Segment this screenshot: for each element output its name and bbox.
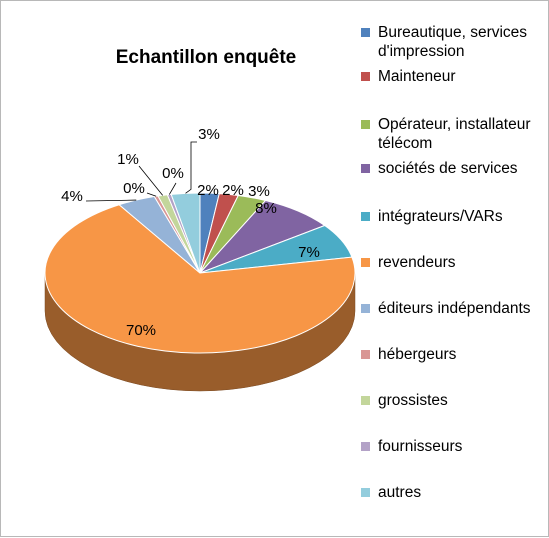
legend-label: grossistes: [378, 392, 448, 409]
legend-item-societes-de-services: sociétés de services: [361, 159, 549, 178]
legend-item-operateur-installateur-telecom: Opérateur, installateur télécom: [361, 115, 549, 153]
data-label-hebergeurs: 0%: [123, 180, 145, 197]
legend-label: autres: [378, 484, 422, 501]
legend-label: revendeurs: [378, 254, 456, 271]
data-label-editeurs-independants: 4%: [61, 188, 83, 205]
data-label-revendeurs: 70%: [126, 322, 156, 339]
legend-swatch: [361, 488, 370, 497]
legend-item-grossistes: grossistes: [361, 391, 549, 410]
legend-label: éditeurs indépendants: [378, 300, 531, 317]
legend-label: hébergeurs: [378, 346, 457, 363]
legend-item-integrateurs-vars: intégrateurs/VARs: [361, 207, 549, 226]
legend-item-bureautique-services-d-impression: Bureautique, services d'impression: [361, 23, 549, 61]
legend-swatch: [361, 72, 370, 81]
data-label-operateur-installateur-telecom: 3%: [248, 183, 270, 200]
legend-swatch: [361, 28, 370, 37]
legend-item-revendeurs: revendeurs: [361, 253, 549, 272]
legend-item-mainteneur: Mainteneur: [361, 67, 549, 86]
data-label-integrateurs-vars: 7%: [298, 244, 320, 261]
leader-line-fournisseurs: [168, 182, 177, 195]
legend-label: fournisseurs: [378, 438, 463, 455]
chart-title: Echantillon enquête: [116, 47, 297, 68]
legend-swatch: [361, 304, 370, 313]
data-label-grossistes: 1%: [117, 151, 139, 168]
legend-label: sociétés de services: [378, 160, 518, 177]
legend-swatch: [361, 120, 370, 129]
leader-line-editeurs-independants: [85, 199, 137, 202]
data-label-fournisseurs: 0%: [162, 165, 184, 182]
legend-swatch: [361, 442, 370, 451]
legend-swatch: [361, 164, 370, 173]
data-label-bureautique-services-d-impression: 2%: [197, 182, 219, 199]
legend-swatch: [361, 350, 370, 359]
pie-slice-revendeurs: [44, 204, 356, 354]
legend-item-fournisseurs: fournisseurs: [361, 437, 549, 456]
legend-swatch: [361, 212, 370, 221]
data-label-autres: 3%: [198, 126, 220, 143]
legend-item-hebergeurs: hébergeurs: [361, 345, 549, 364]
legend-label: Opérateur, installateur télécom: [378, 116, 531, 152]
leader-line-grossistes: [138, 165, 164, 196]
leader-line-autres: [185, 141, 197, 194]
legend-item-autres: autres: [361, 483, 549, 502]
legend-swatch: [361, 396, 370, 405]
legend-item-editeurs-independants: éditeurs indépendants: [361, 299, 549, 318]
legend-label: Mainteneur: [378, 68, 456, 85]
legend-label: Bureautique, services d'impression: [378, 24, 528, 60]
legend-swatch: [361, 258, 370, 267]
data-label-societes-de-services: 8%: [255, 200, 277, 217]
leader-line-hebergeurs: [146, 192, 157, 197]
legend-label: intégrateurs/VARs: [378, 208, 503, 225]
data-label-mainteneur: 2%: [222, 182, 244, 199]
